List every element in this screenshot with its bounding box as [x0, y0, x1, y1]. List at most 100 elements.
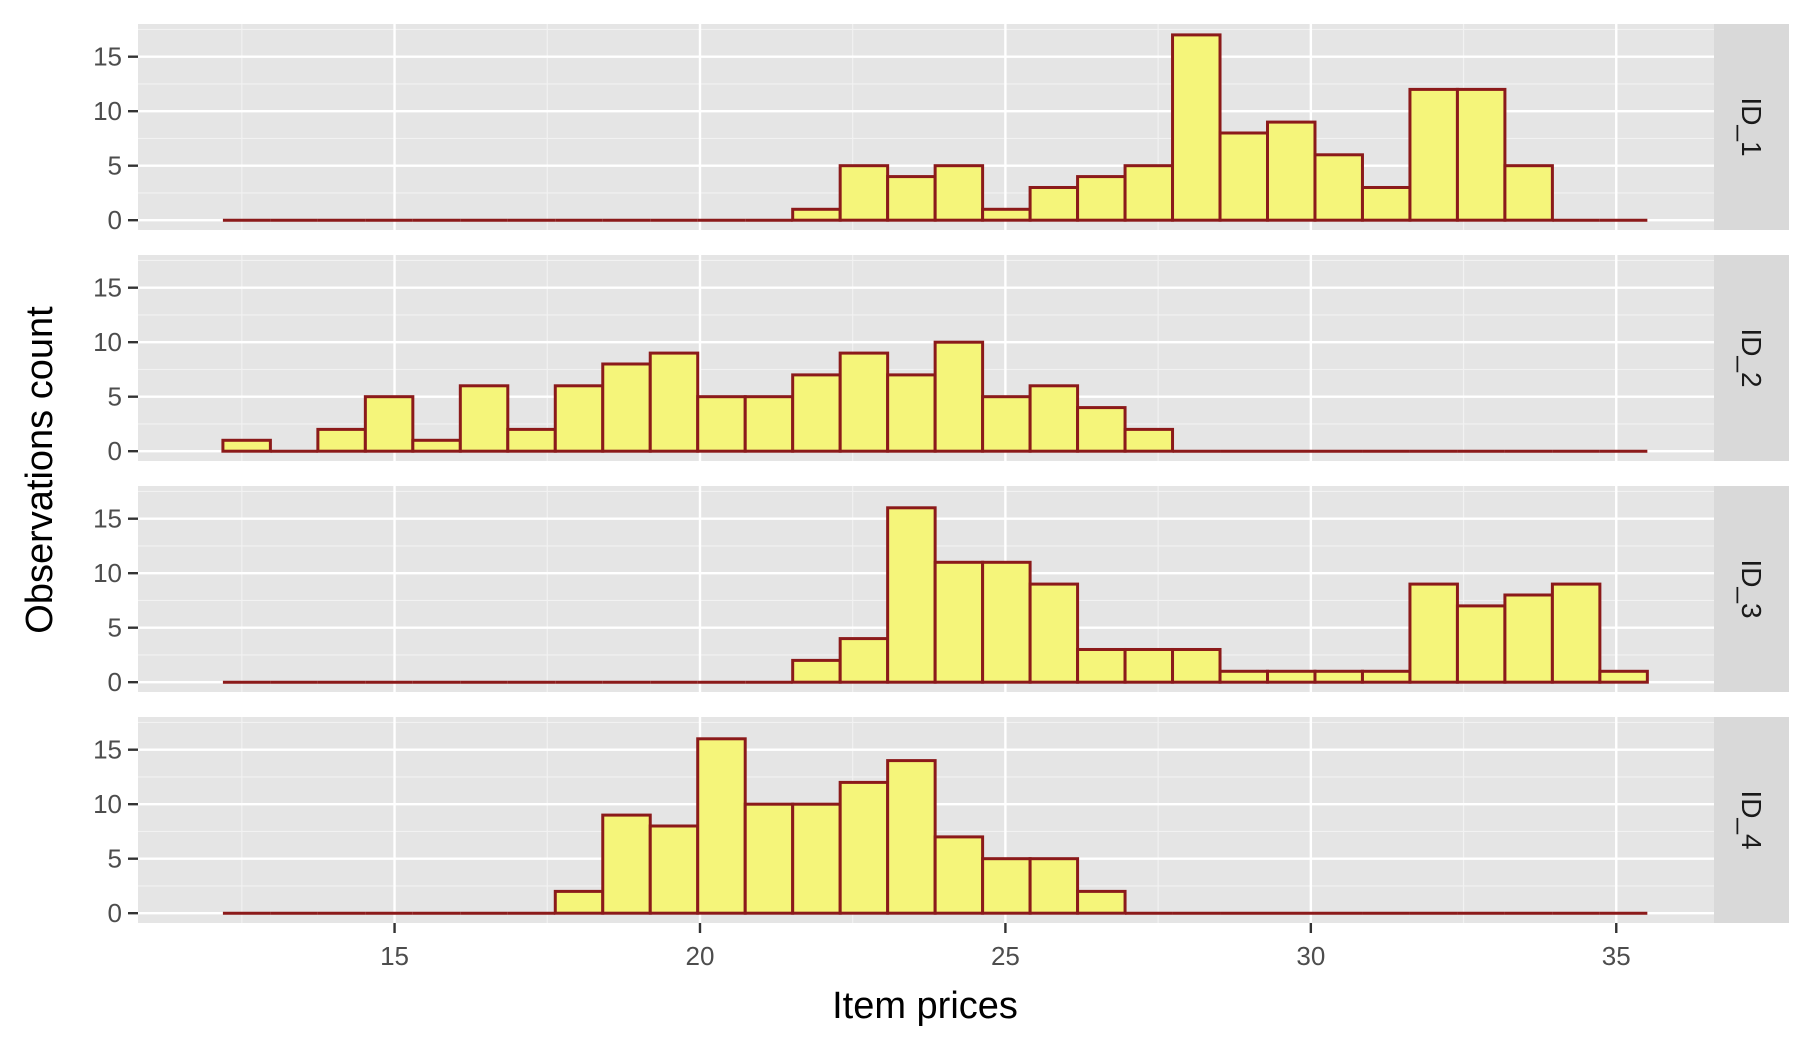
- histogram-bar: [838, 637, 890, 684]
- y-tick-label: 0: [108, 436, 122, 466]
- histogram-bar: [886, 175, 937, 222]
- y-tick-label: 10: [93, 789, 122, 819]
- x-tick-label: 30: [1296, 941, 1325, 971]
- histogram-bar: [1550, 582, 1602, 684]
- facet-panels: 0 5 10 15 ID_1 0 5 10 15 ID_2 0 5 10 15 ID_3 0 5 10 15 ID_4: [93, 24, 1789, 928]
- facet-panel-1: 0 5 10 15 ID_1: [93, 24, 1789, 235]
- histogram-bar: [316, 427, 367, 453]
- y-tick-label: 5: [108, 844, 122, 874]
- histogram-bar: [1076, 175, 1127, 222]
- y-tick-label: 15: [93, 273, 122, 303]
- histogram-bar: [506, 427, 557, 453]
- histogram-bar: [553, 384, 605, 453]
- histogram-bar: [1266, 120, 1317, 222]
- histogram-bars: [221, 340, 1648, 453]
- histogram-bar: [1503, 593, 1554, 684]
- histogram-bar: [838, 780, 890, 915]
- histogram-bar: [1408, 582, 1459, 684]
- histogram-bar: [1028, 582, 1080, 684]
- histogram-bar: [1028, 384, 1080, 453]
- facet-strip-label: ID_2: [1736, 328, 1767, 387]
- y-tick-label: 15: [93, 42, 122, 72]
- y-tick-label: 10: [93, 96, 122, 126]
- histogram-bar: [743, 802, 795, 915]
- histogram-bar: [981, 207, 1032, 222]
- histogram-bar: [1123, 164, 1175, 222]
- y-tick-label: 0: [108, 667, 122, 697]
- y-tick-label: 0: [108, 205, 122, 235]
- histogram-bar: [1123, 427, 1175, 453]
- y-tick-label: 5: [108, 613, 122, 643]
- histogram-bar: [1455, 87, 1507, 222]
- y-tick-label: 10: [93, 327, 122, 357]
- histogram-bar: [1313, 669, 1364, 684]
- histogram-bar: [1503, 164, 1554, 222]
- x-tick-label: 35: [1602, 941, 1631, 971]
- histogram-bar: [1028, 857, 1080, 915]
- histogram-bar: [791, 207, 842, 222]
- histogram-bar: [933, 835, 985, 915]
- y-tick-label: 0: [108, 898, 122, 928]
- y-tick-label: 5: [108, 382, 122, 412]
- histogram-bar: [1455, 604, 1507, 684]
- histogram-bar: [1408, 87, 1459, 222]
- histogram-bars: [222, 33, 1648, 222]
- facet-strip: [1714, 486, 1789, 692]
- histogram-bar: [1218, 669, 1270, 684]
- histogram-bars: [222, 737, 1648, 915]
- histogram-bar: [838, 164, 890, 222]
- histogram-bar: [791, 373, 842, 453]
- histogram-bar: [601, 362, 652, 453]
- y-tick-label: 15: [93, 735, 122, 765]
- histogram-bar: [648, 351, 700, 453]
- histogram-bar: [791, 658, 842, 684]
- y-axis-title: Observations count: [19, 306, 61, 634]
- facet-panel-4: 0 5 10 15 ID_4: [93, 717, 1789, 928]
- histogram-bar: [886, 759, 937, 915]
- x-axis: 15 20 25 30 35: [380, 923, 1631, 971]
- x-tick-label: 15: [380, 941, 409, 971]
- histogram-bar: [411, 438, 462, 453]
- histogram-bar: [1028, 185, 1080, 222]
- histogram-bar: [648, 824, 700, 915]
- y-tick-label: 10: [93, 558, 122, 588]
- histogram-bar: [553, 889, 605, 915]
- histogram-bar: [1598, 669, 1649, 684]
- histogram-bar: [1313, 153, 1364, 222]
- histogram-bar: [886, 506, 937, 684]
- facet-panel-3: 0 5 10 15 ID_3: [93, 486, 1789, 697]
- histogram-bar: [363, 395, 415, 453]
- histogram-bar: [981, 857, 1032, 915]
- histogram-bar: [743, 395, 795, 453]
- facet-strip-label: ID_3: [1736, 559, 1767, 618]
- histogram-bar: [1076, 889, 1127, 915]
- histogram-bar: [838, 351, 890, 453]
- histogram-bar: [458, 384, 510, 453]
- histogram-bar: [601, 813, 652, 915]
- facet-strip: [1714, 717, 1789, 923]
- facet-panel-2: 0 5 10 15 ID_2: [93, 255, 1789, 466]
- histogram-bar: [1076, 406, 1127, 453]
- histogram-bar: [791, 802, 842, 915]
- histogram-bar: [1266, 669, 1317, 684]
- facet-strip-label: ID_4: [1736, 790, 1767, 849]
- histogram-bar: [1360, 185, 1412, 222]
- histogram-bar: [1123, 647, 1175, 684]
- x-tick-label: 20: [686, 941, 715, 971]
- facet-strip: [1714, 255, 1789, 461]
- histogram-bars: [222, 506, 1649, 684]
- histogram-bar: [696, 737, 747, 915]
- y-tick-label: 15: [93, 504, 122, 534]
- histogram-bar: [696, 395, 747, 453]
- histogram-bar: [221, 438, 272, 453]
- histogram-bar: [933, 560, 985, 684]
- x-axis-title: Item prices: [832, 985, 1018, 1027]
- x-tick-label: 25: [991, 941, 1020, 971]
- histogram-bar: [933, 340, 985, 453]
- y-tick-label: 5: [108, 151, 122, 181]
- histogram-bar: [933, 164, 985, 222]
- histogram-bar: [1218, 131, 1270, 222]
- histogram-bar: [981, 560, 1032, 684]
